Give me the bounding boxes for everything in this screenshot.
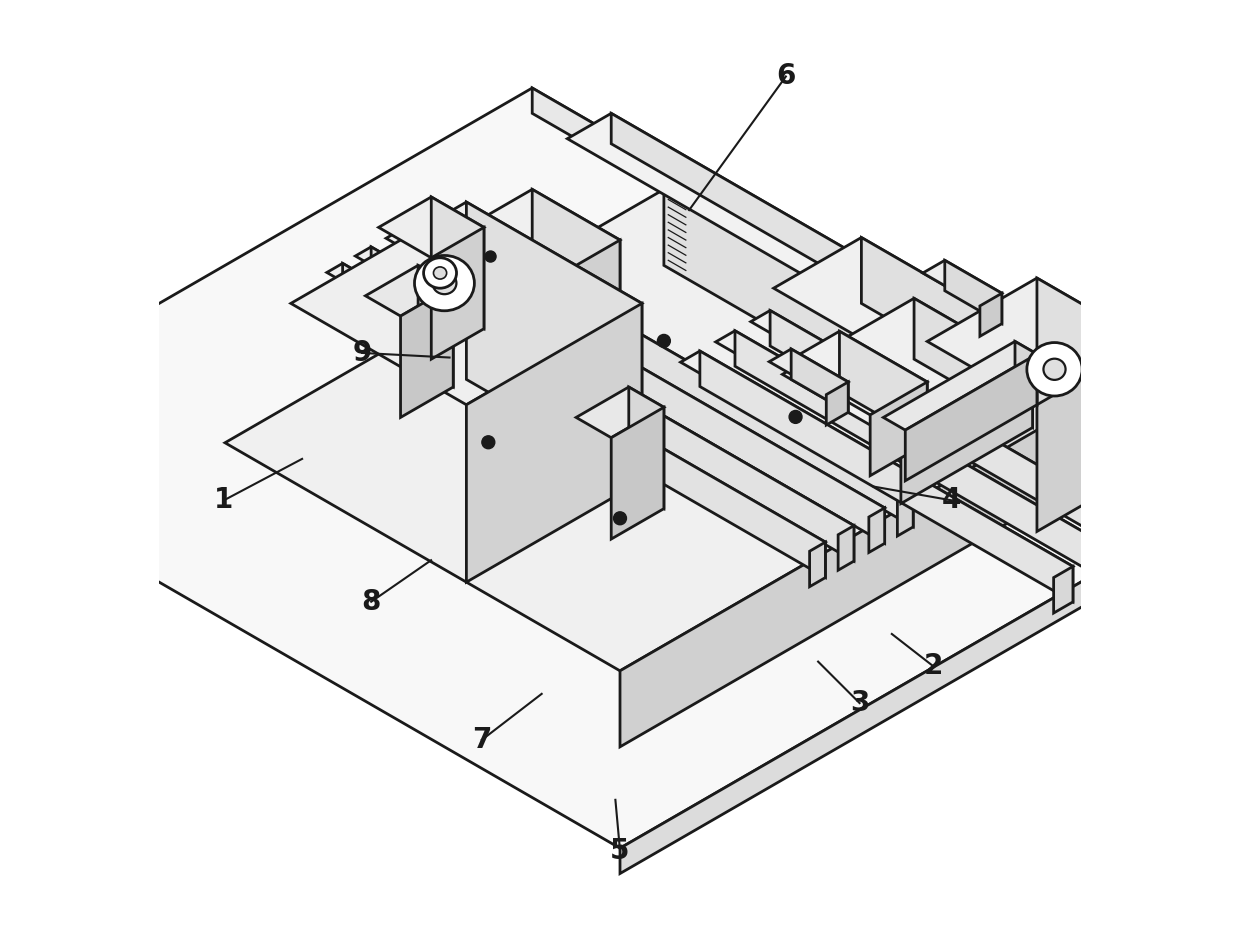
Polygon shape <box>699 351 1073 602</box>
Polygon shape <box>985 354 1028 410</box>
Polygon shape <box>905 354 1037 481</box>
Polygon shape <box>869 508 884 552</box>
Polygon shape <box>371 247 854 561</box>
Polygon shape <box>366 265 453 316</box>
Polygon shape <box>327 263 826 552</box>
Circle shape <box>482 436 495 449</box>
Polygon shape <box>532 88 1235 519</box>
Text: 6: 6 <box>776 62 796 91</box>
Polygon shape <box>774 237 1016 377</box>
Text: 1: 1 <box>215 487 233 514</box>
Circle shape <box>485 251 496 262</box>
Polygon shape <box>611 407 663 540</box>
Circle shape <box>657 335 671 348</box>
Polygon shape <box>414 212 913 501</box>
Polygon shape <box>620 493 1235 873</box>
Polygon shape <box>402 229 884 543</box>
Polygon shape <box>401 189 620 316</box>
Polygon shape <box>378 197 484 258</box>
Polygon shape <box>466 207 520 273</box>
Polygon shape <box>432 227 484 359</box>
Polygon shape <box>532 189 620 341</box>
Polygon shape <box>418 265 453 387</box>
Polygon shape <box>1037 341 1147 531</box>
Polygon shape <box>663 189 1059 493</box>
Polygon shape <box>342 263 826 578</box>
Polygon shape <box>928 278 1147 405</box>
Polygon shape <box>980 293 1002 337</box>
Polygon shape <box>883 341 1037 430</box>
Polygon shape <box>1123 526 1143 573</box>
Polygon shape <box>923 260 1002 306</box>
Polygon shape <box>611 113 1028 385</box>
Polygon shape <box>356 247 854 535</box>
Polygon shape <box>577 387 663 438</box>
Polygon shape <box>1016 341 1037 405</box>
Text: 9: 9 <box>352 339 372 367</box>
Ellipse shape <box>1027 343 1083 396</box>
Text: 4: 4 <box>942 487 961 514</box>
Circle shape <box>789 411 802 424</box>
Polygon shape <box>898 491 913 536</box>
Polygon shape <box>466 202 642 481</box>
Polygon shape <box>430 212 913 527</box>
Polygon shape <box>870 382 928 476</box>
Ellipse shape <box>424 258 456 288</box>
Polygon shape <box>782 331 928 415</box>
Polygon shape <box>1089 546 1109 592</box>
Text: 8: 8 <box>362 588 381 616</box>
Polygon shape <box>0 88 1235 848</box>
Ellipse shape <box>1043 359 1065 380</box>
Polygon shape <box>291 202 642 405</box>
Circle shape <box>614 512 626 525</box>
Polygon shape <box>928 326 1016 443</box>
Polygon shape <box>681 351 1073 578</box>
Polygon shape <box>750 311 1143 537</box>
Polygon shape <box>945 260 1002 324</box>
Ellipse shape <box>414 256 475 311</box>
Polygon shape <box>901 367 1033 503</box>
Text: 7: 7 <box>472 726 491 754</box>
Polygon shape <box>735 331 1109 581</box>
Text: 2: 2 <box>924 653 942 680</box>
Ellipse shape <box>433 272 456 294</box>
Polygon shape <box>620 417 1059 747</box>
Polygon shape <box>1037 278 1147 468</box>
Polygon shape <box>826 382 848 425</box>
Polygon shape <box>484 237 520 293</box>
Polygon shape <box>432 197 484 329</box>
Polygon shape <box>782 298 1033 443</box>
Polygon shape <box>914 298 1033 427</box>
Polygon shape <box>629 387 663 509</box>
Polygon shape <box>224 189 1059 671</box>
Polygon shape <box>386 229 884 517</box>
Polygon shape <box>810 542 826 587</box>
Polygon shape <box>769 349 848 395</box>
Polygon shape <box>466 303 642 582</box>
Polygon shape <box>838 526 854 570</box>
Polygon shape <box>401 286 453 417</box>
Polygon shape <box>568 113 1028 379</box>
Text: 3: 3 <box>849 689 869 717</box>
Polygon shape <box>432 207 520 258</box>
Text: 5: 5 <box>610 836 630 865</box>
Polygon shape <box>1054 566 1073 613</box>
Polygon shape <box>839 331 928 443</box>
Polygon shape <box>489 240 620 417</box>
Polygon shape <box>791 349 848 413</box>
Ellipse shape <box>434 267 446 279</box>
Polygon shape <box>770 311 1143 562</box>
Polygon shape <box>715 331 1109 557</box>
Polygon shape <box>862 237 1016 392</box>
